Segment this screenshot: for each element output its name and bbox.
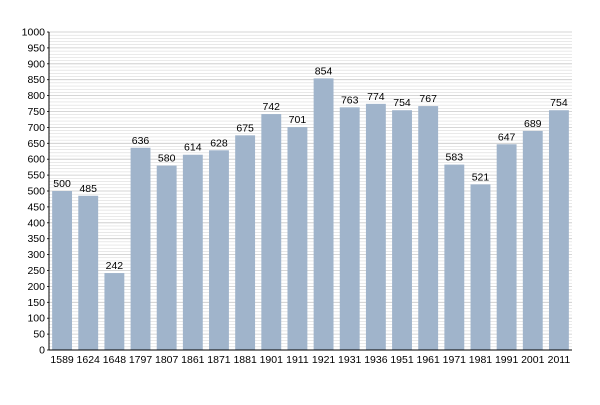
x-tick-label: 1901 (260, 354, 284, 366)
bar (235, 135, 256, 350)
y-tick-label: 600 (27, 154, 45, 166)
bar (287, 127, 308, 350)
bar (522, 130, 543, 350)
x-tick-label: 1991 (495, 354, 519, 366)
axes: 0 50 100 150 200 250 300 350 400 450 500 550 600 650 7… (22, 27, 572, 366)
y-tick-label: 50 (33, 329, 45, 341)
gridlines (49, 31, 572, 351)
bar-value-label: 485 (79, 183, 97, 195)
y-tick-label: 500 (27, 186, 45, 198)
x-tick-label: 1797 (129, 354, 153, 366)
y-tick-label: 0 (39, 345, 45, 357)
bar-value-label: 689 (524, 118, 542, 130)
bar (156, 165, 177, 350)
x-tick-label: 1936 (364, 354, 388, 366)
bar (104, 273, 125, 350)
y-tick-label: 750 (27, 106, 45, 118)
bar (548, 110, 569, 350)
y-tick-label: 250 (27, 265, 45, 277)
y-tick-label: 150 (27, 297, 45, 309)
bar-value-label: 854 (315, 65, 333, 77)
y-tick-label: 350 (27, 233, 45, 245)
bar (470, 184, 491, 350)
bar (182, 154, 203, 350)
bars (52, 78, 569, 351)
bar (78, 195, 99, 350)
x-tick-label: 1981 (469, 354, 493, 366)
y-tick-label: 300 (27, 249, 45, 261)
bar-value-label: 774 (367, 91, 385, 103)
bar-value-label: 628 (210, 137, 228, 149)
x-tick-label: 1624 (77, 354, 101, 366)
bar (52, 191, 73, 350)
bar (496, 144, 517, 350)
x-tick-label: 1871 (207, 354, 231, 366)
bar (444, 164, 465, 350)
x-tick-label: 1931 (338, 354, 362, 366)
x-tick-label: 2011 (548, 354, 571, 366)
y-tick-label: 700 (27, 122, 45, 134)
bar-value-label: 521 (472, 171, 490, 183)
x-tick-label: 1911 (286, 354, 309, 366)
bar (392, 110, 412, 350)
bar-value-label: 767 (419, 93, 437, 105)
x-tick-label: 1921 (312, 354, 336, 366)
bar-value-label: 580 (158, 153, 176, 165)
x-tick-label: 1861 (181, 354, 205, 366)
bar (130, 147, 151, 350)
x-tick-label: 1951 (390, 354, 414, 366)
bar (339, 107, 360, 350)
bar (418, 106, 439, 351)
x-tick-label: 2001 (521, 354, 545, 366)
bar (261, 114, 282, 350)
y-tick-label: 1000 (22, 27, 46, 39)
y-tick-label: 450 (27, 201, 45, 213)
y-tick-label: 900 (27, 58, 45, 70)
bar-value-label: 701 (289, 114, 307, 126)
x-tick-label: 1807 (155, 354, 179, 366)
y-tick-label: 950 (27, 42, 45, 54)
bar-value-label: 500 (53, 178, 71, 190)
bar (209, 150, 229, 350)
bar-value-label: 763 (341, 94, 359, 106)
bar (313, 78, 334, 350)
bar-value-label: 636 (132, 135, 150, 147)
x-tick-label: 1971 (443, 354, 467, 366)
y-tick-label: 200 (27, 281, 45, 293)
bar-value-label: 675 (236, 122, 254, 134)
y-tick-label: 850 (27, 74, 45, 86)
x-tick-label: 1881 (233, 354, 257, 366)
bar-value-label: 754 (393, 97, 411, 109)
x-tick-label: 1589 (50, 354, 74, 366)
y-tick-label: 550 (27, 170, 45, 182)
bar-value-label: 614 (184, 142, 202, 154)
bar-value-label: 242 (106, 260, 124, 272)
y-tick-label: 400 (27, 217, 45, 229)
bar-value-label: 583 (446, 152, 464, 164)
y-tick-label: 800 (27, 90, 45, 102)
bar-value-label: 647 (498, 131, 516, 143)
data-labels: 500 485 242 636 580 614 628 675 742 701 854 763 774 7… (53, 65, 568, 272)
y-tick-label: 100 (27, 313, 45, 325)
y-tick-label: 650 (27, 138, 45, 150)
bar-value-label: 742 (263, 101, 281, 113)
bar (365, 103, 386, 350)
x-tick-label: 1648 (103, 354, 127, 366)
bar-value-label: 754 (550, 97, 568, 109)
x-tick-label: 1961 (416, 354, 440, 366)
